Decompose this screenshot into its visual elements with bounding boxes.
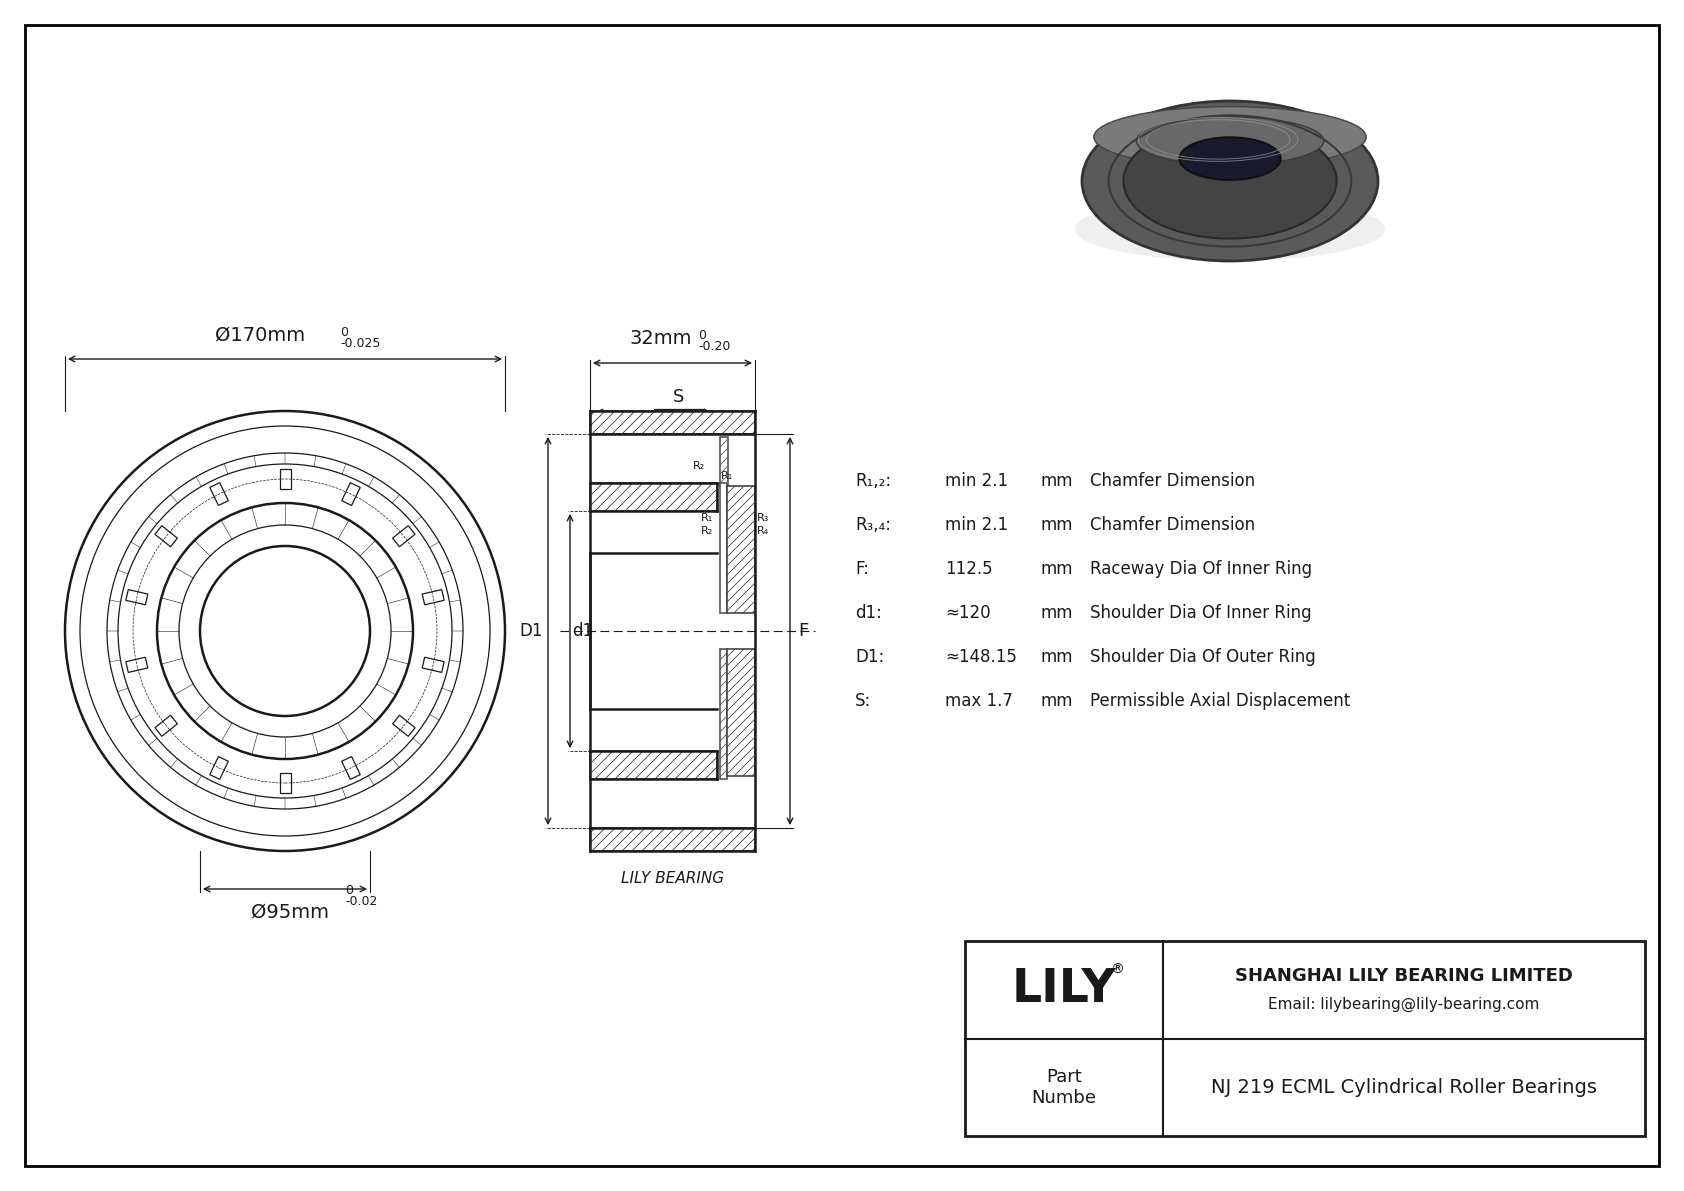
- Text: F: F: [798, 622, 808, 640]
- Text: mm: mm: [1041, 516, 1073, 534]
- Text: R₂: R₂: [692, 461, 706, 470]
- Text: d1: d1: [573, 622, 593, 640]
- Text: Permissible Axial Displacement: Permissible Axial Displacement: [1090, 692, 1351, 710]
- Text: R₄: R₄: [758, 526, 770, 536]
- Text: ≈148.15: ≈148.15: [945, 648, 1017, 666]
- Text: Chamfer Dimension: Chamfer Dimension: [1090, 516, 1255, 534]
- Text: max 1.7: max 1.7: [945, 692, 1012, 710]
- Text: -0.025: -0.025: [340, 337, 381, 350]
- Bar: [965, 941, 1645, 1136]
- Ellipse shape: [1137, 117, 1324, 166]
- Ellipse shape: [1179, 137, 1280, 180]
- Text: R₁,₂:: R₁,₂:: [855, 472, 891, 490]
- Text: Raceway Dia Of Inner Ring: Raceway Dia Of Inner Ring: [1090, 560, 1312, 578]
- Text: R₁: R₁: [721, 470, 733, 481]
- Text: R₃,₄:: R₃,₄:: [855, 516, 891, 534]
- Text: R₃: R₃: [758, 513, 770, 523]
- Text: Chamfer Dimension: Chamfer Dimension: [1090, 472, 1255, 490]
- Text: 0: 0: [699, 329, 707, 342]
- Bar: [589, 752, 717, 779]
- Bar: [721, 649, 727, 779]
- Text: S:: S:: [855, 692, 871, 710]
- Ellipse shape: [1123, 124, 1337, 238]
- Text: 32mm: 32mm: [630, 329, 692, 348]
- Text: mm: mm: [1041, 472, 1073, 490]
- Text: NJ 219 ECML Cylindrical Roller Bearings: NJ 219 ECML Cylindrical Roller Bearings: [1211, 1078, 1596, 1097]
- Text: Part
Numbe: Part Numbe: [1032, 1068, 1096, 1106]
- Text: ≈120: ≈120: [945, 604, 990, 622]
- Bar: [589, 484, 717, 511]
- Text: mm: mm: [1041, 648, 1073, 666]
- Text: Shoulder Dia Of Outer Ring: Shoulder Dia Of Outer Ring: [1090, 648, 1315, 666]
- Text: Ø95mm: Ø95mm: [251, 903, 328, 922]
- Text: mm: mm: [1041, 604, 1073, 622]
- Text: ®: ®: [1110, 962, 1123, 977]
- Ellipse shape: [1074, 197, 1386, 261]
- Text: D1: D1: [519, 622, 542, 640]
- Text: 112.5: 112.5: [945, 560, 992, 578]
- Text: D1:: D1:: [855, 648, 884, 666]
- Text: -0.02: -0.02: [345, 894, 377, 908]
- Text: LILY: LILY: [1012, 967, 1116, 1012]
- Text: -0.20: -0.20: [699, 339, 731, 353]
- Text: mm: mm: [1041, 560, 1073, 578]
- Text: 0: 0: [340, 326, 349, 339]
- Bar: [589, 828, 754, 852]
- Text: d1:: d1:: [855, 604, 882, 622]
- Bar: [727, 486, 754, 613]
- Text: Shoulder Dia Of Inner Ring: Shoulder Dia Of Inner Ring: [1090, 604, 1312, 622]
- Text: S: S: [674, 388, 685, 406]
- Text: Email: lilybearing@lily-bearing.com: Email: lilybearing@lily-bearing.com: [1268, 997, 1539, 1012]
- Bar: [721, 437, 727, 486]
- Text: LILY BEARING: LILY BEARING: [621, 871, 724, 886]
- Text: R₁: R₁: [701, 513, 712, 523]
- Ellipse shape: [1095, 107, 1366, 168]
- Text: min 2.1: min 2.1: [945, 472, 1009, 490]
- Text: min 2.1: min 2.1: [945, 516, 1009, 534]
- Text: mm: mm: [1041, 692, 1073, 710]
- Bar: [589, 411, 754, 434]
- Ellipse shape: [1083, 101, 1378, 261]
- Bar: [721, 484, 727, 613]
- Bar: [727, 649, 754, 777]
- Text: 0: 0: [345, 884, 354, 897]
- Text: R₂: R₂: [701, 526, 712, 536]
- Text: SHANGHAI LILY BEARING LIMITED: SHANGHAI LILY BEARING LIMITED: [1234, 967, 1573, 985]
- Text: F:: F:: [855, 560, 869, 578]
- Text: Ø170mm: Ø170mm: [216, 326, 305, 345]
